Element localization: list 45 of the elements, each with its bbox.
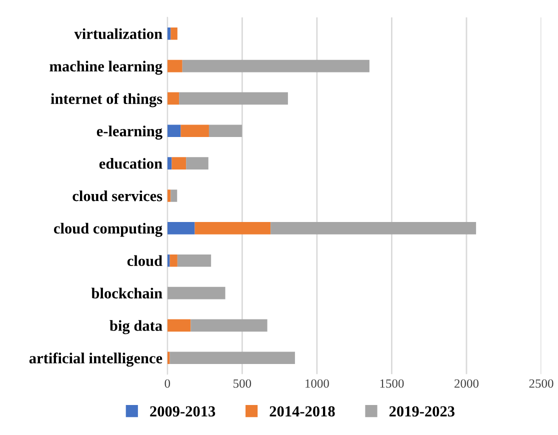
bar xyxy=(167,124,181,138)
y-tick-label: artificial intelligence xyxy=(29,352,162,367)
bar xyxy=(167,92,180,105)
bar xyxy=(186,157,208,170)
bar xyxy=(194,222,271,234)
y-tick-label: blockchain xyxy=(91,288,162,298)
x-tick-label: 0 xyxy=(164,379,170,388)
bar xyxy=(167,190,171,202)
bar xyxy=(167,286,226,300)
bar xyxy=(170,190,178,202)
bar xyxy=(182,60,370,72)
x-tick-label: 2000 xyxy=(454,379,479,388)
y-tick-label: e-learning xyxy=(96,126,162,140)
bar xyxy=(190,319,268,332)
bar xyxy=(179,92,288,105)
bar xyxy=(180,124,209,138)
y-tick-label: education xyxy=(99,158,162,169)
bar xyxy=(172,157,186,170)
bar xyxy=(167,222,195,234)
x-tick-label: 1000 xyxy=(306,379,329,388)
y-tick-label: internet of things xyxy=(50,93,162,108)
bar xyxy=(167,319,191,332)
x-tick-label: 1500 xyxy=(380,379,404,388)
bar xyxy=(167,352,170,364)
y-tick-label: cloud services xyxy=(72,190,162,202)
y-tick-label: machine learning xyxy=(50,60,162,75)
y-tick-label: cloud computing xyxy=(54,222,162,237)
bar xyxy=(167,157,172,170)
y-tick-label: big data xyxy=(110,320,162,334)
y-tick-label: virtualization xyxy=(74,28,162,40)
x-tick-label: 2500 xyxy=(529,379,554,388)
bar xyxy=(270,222,476,234)
bar xyxy=(208,124,242,138)
bar xyxy=(167,254,170,267)
bar xyxy=(170,254,178,267)
bar xyxy=(167,60,182,72)
bar xyxy=(170,352,295,364)
legend-label: 2014-2018 xyxy=(270,406,335,417)
bar xyxy=(167,27,171,40)
legend-label: 2019-2023 xyxy=(389,406,454,417)
y-tick-label: cloud xyxy=(127,255,162,266)
bar xyxy=(177,254,212,267)
legend-label: 2009-2013 xyxy=(150,406,216,417)
x-tick-label: 500 xyxy=(234,379,252,388)
bar xyxy=(170,27,178,40)
